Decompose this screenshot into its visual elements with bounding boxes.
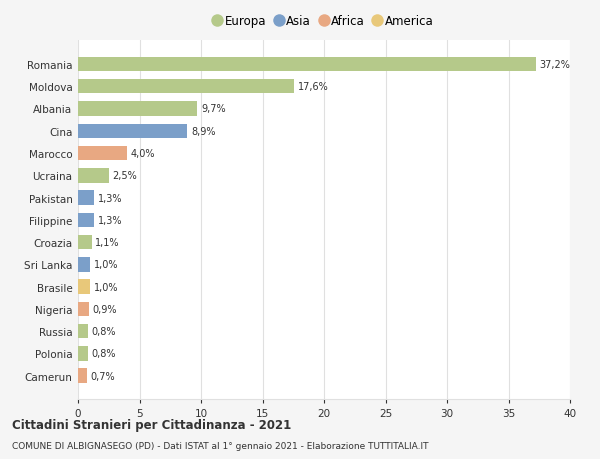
Bar <box>78 302 89 316</box>
Bar <box>78 168 109 183</box>
Bar <box>78 146 127 161</box>
Bar <box>78 347 88 361</box>
Bar <box>78 235 92 250</box>
Bar <box>78 369 86 383</box>
Text: 37,2%: 37,2% <box>539 60 570 70</box>
Text: 9,7%: 9,7% <box>201 104 226 114</box>
Bar <box>78 191 94 205</box>
Bar <box>78 213 94 228</box>
Text: 1,3%: 1,3% <box>98 193 122 203</box>
Text: 1,1%: 1,1% <box>95 238 120 247</box>
Legend: Europa, Asia, Africa, America: Europa, Asia, Africa, America <box>211 12 437 32</box>
Text: 0,8%: 0,8% <box>92 349 116 358</box>
Bar <box>78 124 187 139</box>
Text: 17,6%: 17,6% <box>298 82 329 92</box>
Text: 1,0%: 1,0% <box>94 282 118 292</box>
Bar <box>78 257 90 272</box>
Text: 2,5%: 2,5% <box>112 171 137 181</box>
Text: 1,3%: 1,3% <box>98 215 122 225</box>
Bar <box>78 57 536 72</box>
Bar <box>78 324 88 339</box>
Text: Cittadini Stranieri per Cittadinanza - 2021: Cittadini Stranieri per Cittadinanza - 2… <box>12 418 291 431</box>
Text: 0,9%: 0,9% <box>93 304 117 314</box>
Text: 0,7%: 0,7% <box>90 371 115 381</box>
Text: 1,0%: 1,0% <box>94 260 118 270</box>
Bar <box>78 280 90 294</box>
Text: 4,0%: 4,0% <box>131 149 155 159</box>
Text: 0,8%: 0,8% <box>92 326 116 336</box>
Text: COMUNE DI ALBIGNASEGO (PD) - Dati ISTAT al 1° gennaio 2021 - Elaborazione TUTTIT: COMUNE DI ALBIGNASEGO (PD) - Dati ISTAT … <box>12 441 428 450</box>
Bar <box>78 80 295 94</box>
Bar <box>78 102 197 117</box>
Text: 8,9%: 8,9% <box>191 127 215 136</box>
